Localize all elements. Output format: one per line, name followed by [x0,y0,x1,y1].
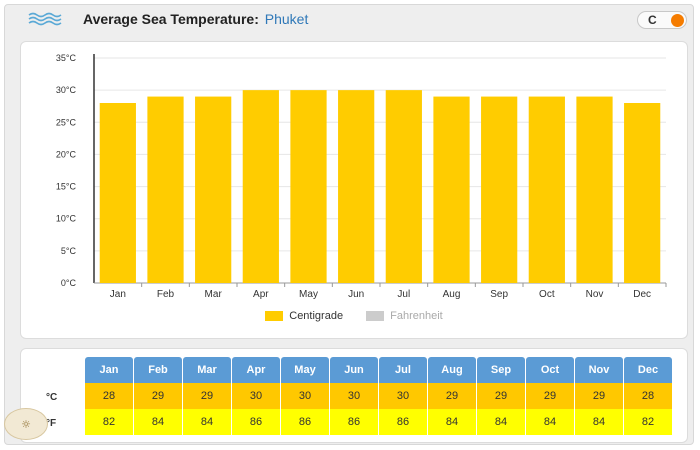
widget-frame: Average Sea Temperature: Phuket C 0°C 5°C… [4,4,694,445]
month-header: May [281,357,329,383]
bar [338,90,375,283]
x-tick-label: Apr [253,289,269,300]
chart-panel: 0°C 5°C 10°C 15°C 20°C 25°C 30°C 35°C Jan Feb Mar A… [20,41,688,339]
bar [576,96,613,283]
bar [385,90,422,283]
celsius-cell: 29 [526,383,574,409]
x-tick-label: Oct [539,289,555,300]
fahrenheit-cell: 86 [232,409,280,435]
fahrenheit-cell: 82 [624,409,672,435]
legend-swatch-centigrade [265,311,284,321]
bar [290,90,327,283]
legend-centigrade[interactable]: Centigrade [265,310,343,322]
fahrenheit-cell: 84 [575,409,623,435]
fahrenheit-cell: 84 [477,409,525,435]
bar [99,103,136,283]
month-header: Sep [477,357,525,383]
x-tick-label: Jan [110,289,126,300]
location-name: Phuket [264,11,309,27]
y-tick-label: 25°C [56,117,77,127]
x-tick-label: Jul [397,289,410,300]
fahrenheit-cell: 86 [281,409,329,435]
celsius-cell: 29 [575,383,623,409]
bar [528,96,565,283]
y-tick-label: 10°C [56,214,77,224]
title-text: Average Sea Temperature: [83,11,259,27]
month-header-row: Jan Feb Mar Apr May Jun Jul Aug Sep Oct … [85,357,672,383]
legend-fahrenheit[interactable]: Fahrenheit [366,310,443,322]
month-header: Feb [134,357,182,383]
wave-icon [28,12,62,26]
temperature-table-panel: °C °F Jan Feb Mar Apr May Jun Jul Aug Se… [20,348,688,443]
legend-label-fahrenheit: Fahrenheit [390,310,443,322]
bar [147,96,184,283]
celsius-cell: 30 [330,383,378,409]
temperature-chart: 0°C 5°C 10°C 15°C 20°C 25°C 30°C 35°C Jan Feb Mar A… [56,53,667,300]
x-tick-label: Aug [443,289,461,300]
month-header: Dec [624,357,672,383]
month-header: Jun [330,357,378,383]
y-tick-label: 35°C [56,53,77,63]
celsius-cell: 29 [183,383,231,409]
widget-header: Average Sea Temperature: Phuket C [5,5,693,33]
celsius-cell: 28 [85,383,133,409]
toggle-knob [671,14,684,27]
bar [624,103,661,283]
month-header: Apr [232,357,280,383]
celsius-cell: 29 [477,383,525,409]
unit-toggle-label: C [648,13,657,27]
fahrenheit-cell: 84 [183,409,231,435]
bar [481,96,518,283]
x-tick-label: May [299,289,318,300]
month-header: Mar [183,357,231,383]
celsius-cell: 30 [379,383,427,409]
watermark-logo: ☼ [4,408,48,440]
chart-legend: Centigrade Fahrenheit [21,310,687,330]
legend-swatch-fahrenheit [366,311,385,321]
month-header: Jan [85,357,133,383]
fahrenheit-row: 82 84 84 86 86 86 86 84 84 84 84 82 [85,409,672,435]
x-tick-label: Jun [348,289,364,300]
y-tick-label: 30°C [56,85,77,95]
fahrenheit-cell: 84 [134,409,182,435]
y-tick-label: 5°C [61,246,77,256]
celsius-row-label: °C [46,392,58,403]
fahrenheit-row-label: °F [46,418,57,429]
unit-toggle[interactable]: C [637,11,687,29]
celsius-cell: 30 [232,383,280,409]
y-tick-label: 0°C [61,278,77,288]
fahrenheit-cell: 84 [526,409,574,435]
x-tick-label: Feb [157,289,175,300]
temperature-table: Jan Feb Mar Apr May Jun Jul Aug Sep Oct … [84,357,673,435]
x-tick-label: Sep [490,289,508,300]
x-tick-label: Mar [205,289,223,300]
bar [195,96,232,283]
fahrenheit-cell: 84 [428,409,476,435]
celsius-cell: 30 [281,383,329,409]
celsius-row: 28 29 29 30 30 30 30 29 29 29 29 28 [85,383,672,409]
fahrenheit-cell: 86 [379,409,427,435]
celsius-cell: 28 [624,383,672,409]
legend-label-centigrade: Centigrade [289,310,344,322]
fahrenheit-cell: 82 [85,409,133,435]
fahrenheit-cell: 86 [330,409,378,435]
bar [433,96,470,283]
y-tick-label: 20°C [56,149,77,159]
month-header: Jul [379,357,427,383]
y-tick-label: 15°C [56,182,77,192]
month-header: Nov [575,357,623,383]
month-header: Oct [526,357,574,383]
celsius-cell: 29 [134,383,182,409]
x-tick-label: Dec [633,289,651,300]
bar [242,90,279,283]
month-header: Aug [428,357,476,383]
page-title: Average Sea Temperature: Phuket [83,11,308,27]
celsius-cell: 29 [428,383,476,409]
x-tick-label: Nov [586,289,604,300]
